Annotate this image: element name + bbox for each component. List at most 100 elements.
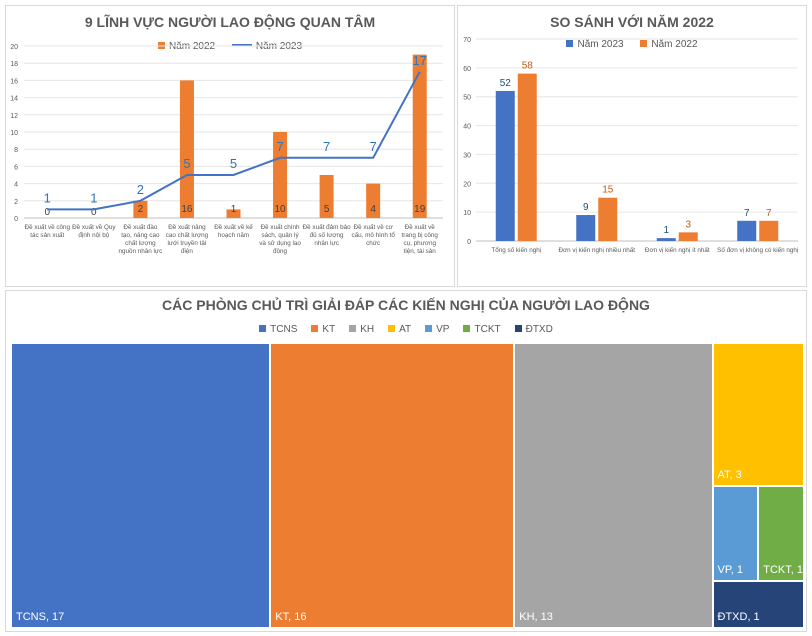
- treemap-cell-tcns: TCNS, 17: [11, 343, 271, 628]
- x-tick-label: Đơn vị kiến nghị ít nhất: [645, 245, 710, 254]
- legend-line-swatch: [231, 44, 252, 46]
- legend-item: TCNS: [259, 324, 297, 335]
- legend-item: KH: [349, 324, 374, 335]
- bar-2022-label: 15: [602, 185, 614, 196]
- x-tick-label: Đề xuất về trang bị công cụ, phương tiện, t…: [402, 222, 439, 255]
- legend-label: VP: [436, 324, 450, 335]
- legend-swatch: [640, 40, 648, 47]
- sosanh-chart-svg: 0 10 20 30 40 50 60 70 52 58 Tổng số kiến nghị 9 15 Đ…: [463, 37, 798, 254]
- y-tick-label: 10: [463, 210, 471, 217]
- treemap-cell-đtxd: ĐTXD, 1: [712, 580, 804, 628]
- treemap-cell-label: KT, 16: [275, 611, 307, 623]
- x-tick-label: Đề xuất nâng cao chất lượng lưới truyền tả…: [166, 222, 209, 255]
- bar-2023-label: 52: [500, 78, 512, 89]
- bar-2022: [133, 200, 148, 218]
- bar-2023: [495, 90, 515, 241]
- x-tick-label: Tổng số kiến nghị: [491, 245, 541, 254]
- y-tick-label: 70: [463, 37, 471, 44]
- y-tick-label: 12: [10, 113, 18, 120]
- legend-label: KH: [360, 324, 375, 335]
- treemap-cell-kh: KH, 13: [514, 343, 713, 628]
- y-tick-label: 16: [10, 78, 18, 85]
- bar-2022: [598, 197, 618, 241]
- bar-2022-label: 2: [138, 204, 144, 215]
- legend-item: KT: [311, 324, 335, 335]
- bar-2022-label: 4: [370, 204, 376, 215]
- chart-title: SO SÁNH VỚI NĂM 2022: [550, 14, 714, 30]
- bar-2022-label: 16: [181, 204, 193, 215]
- legend-label: TCNS: [270, 324, 298, 335]
- line-2023-label: 17: [412, 53, 426, 68]
- legend-label: ĐTXD: [525, 324, 553, 335]
- treemap-cell-label: AT, 3: [717, 468, 742, 481]
- treemap-cell-label: ĐTXD, 1: [717, 611, 760, 623]
- treemap-cell-vp: VP, 1: [712, 485, 759, 581]
- bar-2022: [226, 209, 241, 218]
- legend-label: KT: [322, 324, 336, 335]
- legend-swatch: [425, 325, 433, 332]
- bar-2022-label: 58: [522, 61, 534, 72]
- line-2023-label: 1: [90, 190, 97, 205]
- treemap-area: TCNS, 17 KT, 16 KH, 13 AT, 3 VP, 1 TCKT, 1 ĐTX…: [11, 343, 804, 628]
- x-tick-label: Đề xuất chính sách, quản lý và sử dụng lao…: [259, 222, 301, 255]
- treemap-cell-at: AT, 3: [712, 343, 804, 486]
- x-tick-label: Đơn vị kiến nghị nhiều nhất: [558, 245, 635, 254]
- chart-title: 9 LĨNH VỰC NGƯỜI LAO ĐỘNG QUAN TÂM: [84, 14, 376, 30]
- chart-legend: Năm 2023 Năm 2022: [458, 39, 806, 50]
- legend-swatch: [514, 325, 522, 332]
- y-tick-label: 4: [14, 182, 18, 189]
- y-tick-label: 0: [467, 239, 471, 246]
- bar-2022-label: 19: [414, 204, 426, 215]
- bar-2022: [517, 73, 537, 241]
- legend-item-2022: Năm 2022: [640, 39, 698, 50]
- legend-swatch: [566, 40, 574, 47]
- treemap-cell-label: VP, 1: [717, 563, 744, 576]
- y-tick-label: 18: [10, 61, 18, 68]
- y-tick-label: 0: [14, 216, 18, 223]
- legend-label: AT: [399, 324, 412, 335]
- line-2023-label: 2: [137, 182, 144, 197]
- bar-2022: [678, 232, 698, 241]
- bar-2023-label: 9: [583, 202, 589, 213]
- bar-2022: [759, 220, 779, 241]
- legend-item: TCKT: [463, 324, 501, 335]
- legend-item-2023: Năm 2023: [566, 39, 624, 50]
- legend-label: Năm 2022: [651, 39, 698, 50]
- bar-2022: [366, 183, 381, 218]
- y-tick-label: 20: [463, 181, 471, 188]
- chart-title: CÁC PHÒNG CHỦ TRÌ GIẢI ĐÁP CÁC KIẾN NGHỊ…: [162, 297, 650, 313]
- y-tick-label: 30: [463, 152, 471, 159]
- legend-label: TCKT: [474, 324, 501, 335]
- chart-panel-lvuc: 9 LĨNH VỰC NGƯỜI LAO ĐỘNG QUAN TÂM Năm 2…: [5, 5, 455, 287]
- y-tick-label: 40: [463, 124, 471, 131]
- legend-swatch: [463, 325, 471, 332]
- legend-item: ĐTXD: [514, 324, 553, 335]
- x-tick-label: Số đơn vị không có kiến nghị: [717, 245, 798, 254]
- line-2023-label: 1: [44, 190, 51, 205]
- bar-2023: [656, 238, 676, 241]
- y-tick-label: 50: [463, 95, 471, 102]
- x-tick-label: Đề xuất về kế hoạch năm: [214, 222, 253, 239]
- y-tick-label: 20: [10, 44, 18, 51]
- bar-2023: [576, 215, 596, 241]
- legend-swatch: [349, 325, 357, 332]
- line-2023-label: 7: [276, 139, 283, 154]
- bar-2022-label: 5: [324, 204, 330, 215]
- legend-swatch: [311, 325, 319, 332]
- x-tick-label: Đề xuất về công tác sản xuất: [25, 222, 71, 239]
- legend-swatch: [388, 325, 396, 332]
- bar-2022-label: 1: [231, 204, 237, 215]
- y-tick-label: 6: [14, 164, 18, 171]
- x-tick-label: Đề xuất về cơ cấu, mô hình tổ chức: [351, 222, 395, 247]
- bar-2022-label: 0: [44, 207, 50, 218]
- bar-2023: [737, 220, 757, 241]
- legend-swatch: [259, 325, 267, 332]
- x-tick-label: Đề xuất về Quy định nội bộ: [72, 222, 116, 239]
- x-tick-label: Đề xuất đảm bảo đủ số lượng nhân lực: [303, 222, 351, 247]
- line-2023-label: 7: [370, 139, 377, 154]
- chart-legend: TCNS KT KH AT VP TCKT ĐTXD: [6, 324, 806, 335]
- legend-label: Năm 2023: [577, 39, 624, 50]
- line-2023: [47, 71, 421, 211]
- bar-2022: [179, 80, 194, 219]
